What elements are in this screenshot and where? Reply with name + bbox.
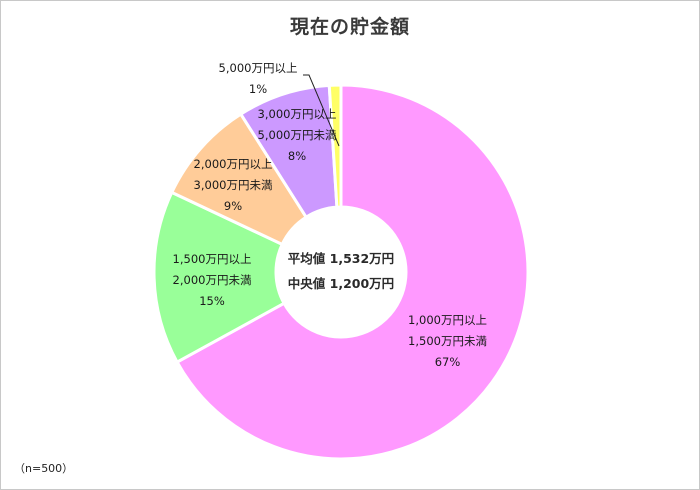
- center-stats: 平均値 1,532万円 中央値 1,200万円: [276, 246, 406, 296]
- leader-line: [303, 74, 340, 147]
- sample-size-note: （n=500）: [14, 462, 74, 475]
- slice-1: [152, 190, 287, 365]
- slice-4: [327, 83, 343, 209]
- slice-label-1500-2000: 1,500万円以上 2,000万円未満 15%: [172, 252, 252, 308]
- mean-value: 平均値 1,532万円: [287, 251, 395, 266]
- slice-0: [175, 83, 530, 461]
- median-value: 中央値 1,200万円: [287, 276, 395, 291]
- slice-label-2000-3000: 2,000万円以上 3,000万円未満 9%: [193, 157, 273, 213]
- slice-label-1000-1500: 1,000万円以上 1,500万円未満 67%: [408, 313, 487, 369]
- slice-label-3000-5000: 3,000万円以上 5,000万円未満 8%: [257, 107, 337, 163]
- slice-label-5000-plus: 5,000万円以上 1%: [218, 61, 298, 96]
- chart-title: 現在の貯金額: [289, 16, 410, 38]
